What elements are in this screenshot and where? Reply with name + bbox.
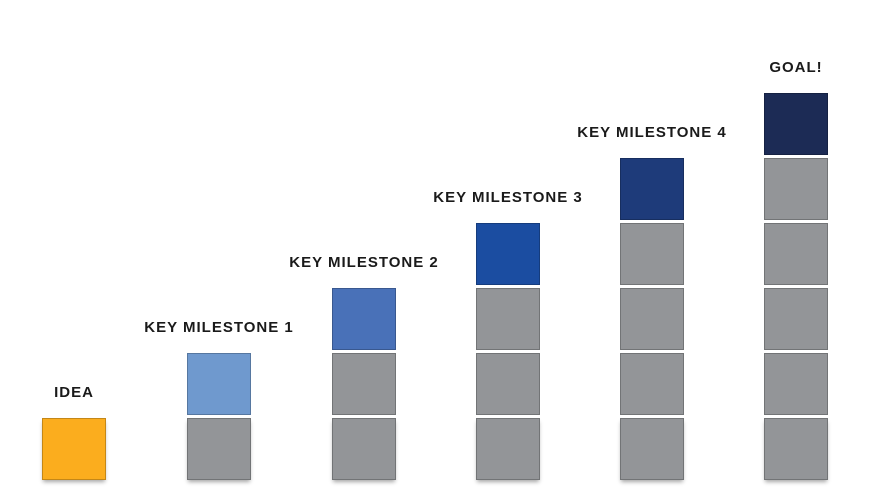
milestone-highlight-block [764,93,828,155]
milestone-highlight-block [620,158,684,220]
milestone-label: GOAL! [769,59,823,76]
milestone-column-6: GOAL! [764,59,828,480]
milestone-highlight-block [332,288,396,350]
milestone-base-block [620,353,684,415]
milestone-base-block [764,223,828,285]
milestone-label: KEY MILESTONE 4 [577,124,727,141]
milestone-column-5: KEY MILESTONE 4 [577,124,726,480]
milestone-column-1: IDEA [42,384,106,480]
milestone-base-block [476,288,540,350]
milestone-column-4: KEY MILESTONE 3 [433,189,582,480]
milestone-base-block [476,418,540,480]
milestone-label: KEY MILESTONE 1 [144,319,294,336]
milestone-base-block [620,288,684,350]
milestone-base-block [332,353,396,415]
milestone-column-2: KEY MILESTONE 1 [144,319,293,480]
milestone-column-3: KEY MILESTONE 2 [289,254,438,480]
milestone-base-block [620,223,684,285]
milestone-base-block [764,353,828,415]
milestone-base-block [764,418,828,480]
milestone-base-block [476,353,540,415]
milestone-base-block [764,158,828,220]
milestone-label: KEY MILESTONE 2 [289,254,439,271]
milestone-highlight-block [187,353,251,415]
milestone-highlight-block [476,223,540,285]
milestone-highlight-block [42,418,106,480]
milestone-base-block [620,418,684,480]
milestone-label: IDEA [54,384,94,401]
milestone-base-block [187,418,251,480]
milestone-base-block [764,288,828,350]
milestone-base-block [332,418,396,480]
milestone-label: KEY MILESTONE 3 [433,189,583,206]
